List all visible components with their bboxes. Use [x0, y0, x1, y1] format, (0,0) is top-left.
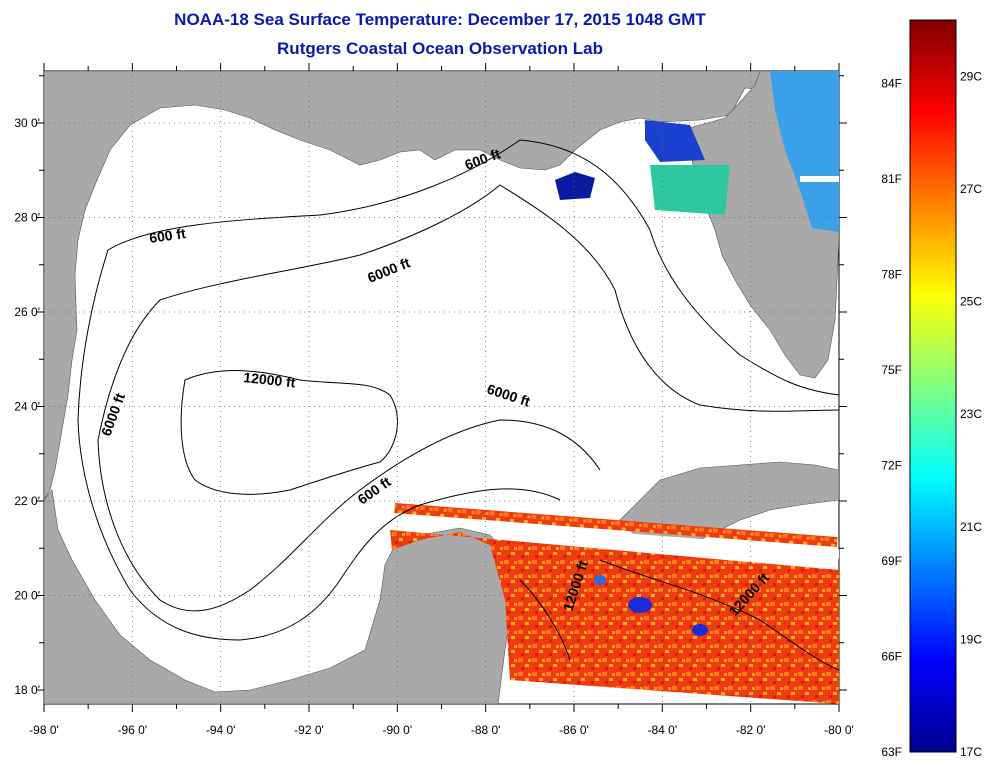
- colorbar-label-f: 84F: [881, 77, 902, 91]
- colorbar-labels: 84F 81F 78F 75F 72F 69F 66F 63F 29C 27C 25C 23C 21C 1…: [881, 69, 982, 759]
- sst-swath-east: [770, 71, 839, 232]
- contour-label: 12000 ft: [243, 369, 297, 390]
- x-tick-label: -82 0': [736, 723, 766, 737]
- x-tick-label: -86 0': [559, 723, 589, 737]
- colorbar-label-f: 66F: [881, 650, 902, 664]
- x-tick-label: -90 0': [383, 723, 413, 737]
- us-land: [44, 71, 839, 501]
- map-title: NOAA-18 Sea Surface Temperature: Decembe…: [174, 10, 706, 29]
- x-tick-label: -88 0': [471, 723, 501, 737]
- map-content: [44, 71, 839, 704]
- y-tick-label: 26 0': [14, 305, 40, 319]
- colorbar-label-c: 23C: [960, 407, 982, 421]
- contour-label: 600 ft: [148, 225, 187, 246]
- colorbar-label-c: 21C: [960, 520, 982, 534]
- sst-cold-patch: [692, 624, 708, 636]
- colorbar-label-f: 63F: [881, 745, 902, 759]
- sst-gap: [800, 176, 839, 182]
- sst-swath-yucatan: [390, 530, 839, 704]
- axis-ticks: [36, 63, 847, 712]
- sst-cold-patch: [594, 575, 606, 585]
- colorbar-label-c: 27C: [960, 182, 982, 196]
- contour-mexico-shelf: [519, 559, 839, 671]
- colorbar-label-c: 25C: [960, 295, 982, 309]
- sst-swath-north: [650, 165, 730, 215]
- sst-swath-north: [555, 172, 595, 200]
- bathymetry-contours: [77, 139, 839, 671]
- colorbar-label-c: 29C: [960, 69, 982, 83]
- contour-600ft: [77, 249, 561, 641]
- x-tick-label: -80 0': [824, 723, 854, 737]
- contour-6000ft: [97, 184, 839, 441]
- contour-12000ft: [180, 370, 398, 495]
- x-tick-label: -84 0': [648, 723, 678, 737]
- colorbar-label-c: 17C: [960, 745, 982, 759]
- colorbar-label-f: 81F: [881, 172, 902, 186]
- colorbar-label-f: 78F: [881, 268, 902, 282]
- y-tick-label: 28 0': [14, 211, 40, 225]
- x-tick-label: -94 0': [206, 723, 236, 737]
- x-tick-label: -92 0': [294, 723, 324, 737]
- colorbar-label-f: 72F: [881, 459, 902, 473]
- x-tick-label: -96 0': [118, 723, 148, 737]
- y-tick-label: 24 0': [14, 400, 40, 414]
- sst-swath-north: [645, 120, 705, 162]
- sst-gap: [519, 525, 839, 560]
- y-tick-label: 22 0': [14, 494, 40, 508]
- graticule: [44, 71, 839, 704]
- colorbar-label-f: 75F: [881, 363, 902, 377]
- colorbar-label-c: 19C: [960, 632, 982, 646]
- y-tick-label: 30 0': [14, 116, 40, 130]
- colorbar: [909, 19, 957, 753]
- sst-strip: [394, 503, 838, 548]
- sst-cold-patch: [628, 597, 652, 613]
- x-tick-label: -98 0': [29, 723, 59, 737]
- contour-6000ft: [97, 419, 601, 612]
- colorbar-label-f: 69F: [881, 554, 902, 568]
- axis-tick-labels: -98 0' -96 0' -94 0' -92 0' -90 0' -88 0' -86 …: [14, 116, 853, 737]
- map-subtitle: Rutgers Coastal Ocean Observation Lab: [277, 39, 603, 58]
- y-tick-label: 18 0': [14, 683, 40, 697]
- y-tick-label: 20 0': [14, 589, 40, 603]
- contour-600ft: [107, 139, 839, 396]
